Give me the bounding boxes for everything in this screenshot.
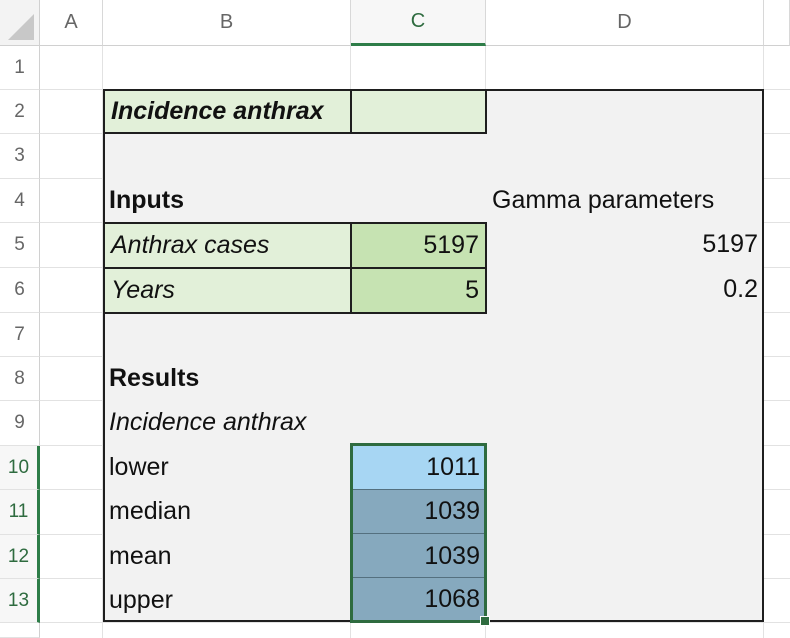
row-header-10[interactable]: 10 (0, 446, 40, 490)
gridline-v (102, 46, 103, 638)
cell-c12[interactable]: 1039 (352, 534, 486, 578)
cell-c5[interactable]: 5197 (350, 222, 487, 269)
row-header-5[interactable]: 5 (0, 223, 40, 268)
cell-d5[interactable]: 5197 (702, 230, 758, 258)
cell-c13[interactable]: 1068 (352, 578, 486, 621)
cell-c10[interactable]: 1011 (352, 445, 486, 489)
row-header-8[interactable]: 8 (0, 357, 40, 401)
fill-handle[interactable] (480, 616, 490, 626)
cell-b8[interactable]: Results (109, 364, 200, 392)
cell-b4[interactable]: Inputs (109, 186, 184, 214)
cell-b11[interactable]: median (109, 497, 191, 525)
row-header-9[interactable]: 9 (0, 401, 40, 446)
column-header-a[interactable]: A (40, 0, 103, 46)
column-header-d[interactable]: D (486, 0, 764, 46)
cell-b13[interactable]: upper (109, 585, 173, 614)
cell-b9[interactable]: Incidence anthrax (109, 408, 307, 436)
row-header-6[interactable]: 6 (0, 268, 40, 313)
range-separator (352, 577, 486, 578)
row-header-4[interactable]: 4 (0, 179, 40, 223)
cell-c2[interactable] (350, 89, 487, 134)
cell-c6[interactable]: 5 (350, 267, 487, 314)
range-separator (352, 489, 486, 490)
select-all-triangle-icon (8, 14, 34, 40)
row-header-14[interactable] (0, 623, 40, 638)
cell-b12[interactable]: mean (109, 541, 172, 570)
row-header-7[interactable]: 7 (0, 313, 40, 357)
row-header-12[interactable]: 12 (0, 535, 40, 579)
cell-b2[interactable]: Incidence anthrax (103, 89, 352, 134)
column-header-c[interactable]: C (351, 0, 486, 46)
column-header-e[interactable] (764, 0, 790, 46)
cell-d4[interactable]: Gamma parameters (492, 186, 715, 214)
row-header-2[interactable]: 2 (0, 90, 40, 134)
row-header-11[interactable]: 11 (0, 490, 40, 535)
range-separator (352, 533, 486, 534)
cell-b6[interactable]: Years (103, 267, 352, 314)
row-header-1[interactable]: 1 (0, 46, 40, 90)
selection-range-outline (350, 443, 487, 623)
row-header-13[interactable]: 13 (0, 579, 40, 623)
cell-d6[interactable]: 0.2 (723, 275, 758, 303)
cell-b10[interactable]: lower (109, 453, 169, 481)
column-header-b[interactable]: B (103, 0, 351, 46)
row-header-3[interactable]: 3 (0, 134, 40, 179)
cell-b5[interactable]: Anthrax cases (103, 222, 352, 269)
cell-c11[interactable]: 1039 (352, 489, 486, 534)
